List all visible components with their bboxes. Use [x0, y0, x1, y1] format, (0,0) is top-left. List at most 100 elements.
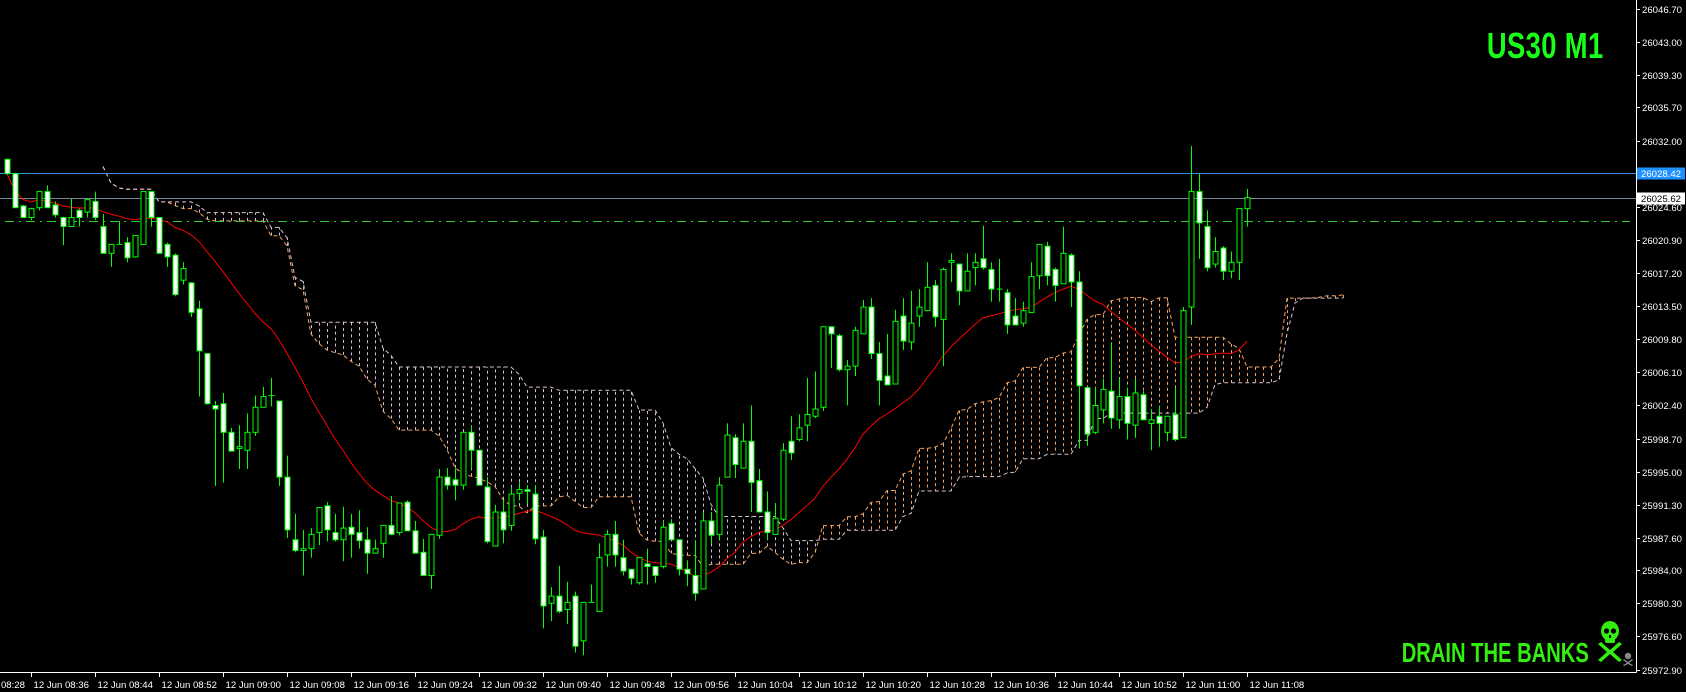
candle-body [964, 270, 971, 292]
candle [868, 298, 875, 359]
candle-body [916, 306, 923, 317]
skull-crossbones-icon [1598, 621, 1633, 666]
candle [316, 507, 323, 546]
candle-body [84, 199, 91, 213]
candle [756, 469, 763, 513]
candle-body [340, 527, 347, 541]
candle-body [596, 557, 603, 612]
candle [1180, 307, 1187, 439]
time-tick-label: 12 Jun 10:36 [994, 680, 1049, 691]
price-tick-label: 26032.00 [1642, 137, 1682, 148]
candle-body [1180, 310, 1187, 439]
candle-body [52, 204, 59, 216]
candle [916, 289, 923, 327]
candle [780, 443, 787, 521]
candle-body [332, 532, 339, 541]
candle-body [364, 539, 371, 554]
price-tick-label: 25976.60 [1642, 632, 1682, 643]
candle-body [620, 557, 627, 572]
candle [1140, 391, 1147, 421]
candle [1060, 226, 1067, 285]
candle-body [532, 493, 539, 540]
candle [324, 502, 331, 542]
time-tick-label: 12 Jun 09:40 [546, 680, 601, 691]
candle [452, 468, 459, 501]
candle [708, 511, 715, 544]
candle [1052, 267, 1059, 302]
candle-body [684, 568, 691, 575]
candle-body [948, 259, 955, 263]
candle-body [860, 306, 867, 335]
time-tick-label: 12 Jun 09:32 [482, 680, 537, 691]
candle-body [1212, 251, 1219, 265]
candle-body [1012, 315, 1019, 326]
candle-body [708, 520, 715, 536]
candle [268, 377, 275, 407]
candle [52, 201, 59, 218]
candle [1004, 289, 1011, 334]
candle-body [428, 533, 435, 577]
candle [220, 392, 227, 483]
candle [588, 584, 595, 603]
price-tick-label: 25995.00 [1642, 468, 1682, 479]
candle [628, 568, 635, 585]
candle-body [692, 575, 699, 594]
candle [772, 503, 779, 535]
candle-body [276, 400, 283, 478]
candle [988, 262, 995, 302]
candle-body [1004, 292, 1011, 326]
candle [636, 557, 643, 585]
candle [980, 225, 987, 270]
candle-body [628, 568, 635, 579]
candle-body [868, 306, 875, 355]
candle [188, 281, 195, 317]
candle [972, 253, 979, 286]
candle-body [828, 326, 835, 335]
candle [1044, 241, 1051, 286]
candle-body [436, 476, 443, 536]
candle-body [500, 511, 507, 531]
candle [604, 529, 611, 567]
candle-body [452, 479, 459, 486]
candle [580, 601, 587, 656]
time-tick-label: 12 Jun 10:20 [866, 680, 921, 691]
candle-body [212, 404, 219, 410]
candle-body [68, 217, 75, 227]
candle-body [524, 489, 531, 492]
candle-body [236, 446, 243, 449]
candle-body [468, 431, 475, 451]
candle-body [140, 191, 147, 245]
candle [1076, 271, 1083, 449]
candle-body [444, 476, 451, 486]
candle [820, 326, 827, 411]
candle-body [1140, 394, 1147, 421]
price-tick-label: 26009.80 [1642, 335, 1682, 346]
candle [396, 502, 403, 536]
candle [1124, 387, 1131, 440]
candle [508, 486, 515, 531]
candle [380, 524, 387, 558]
candle-body [388, 524, 395, 535]
candle [1188, 145, 1195, 325]
candle [348, 513, 355, 558]
candle [796, 414, 803, 442]
candle [844, 359, 851, 406]
price-tick-label: 25998.70 [1642, 435, 1682, 446]
candle-body [412, 530, 419, 554]
candle [484, 477, 491, 544]
candle [892, 309, 899, 385]
candle [100, 213, 107, 254]
candle-body [732, 437, 739, 466]
candle-body [1116, 396, 1123, 421]
candle-body [1020, 310, 1027, 324]
candle-body [780, 449, 787, 520]
candle [1212, 237, 1219, 268]
price-axis[interactable]: 26046.70 26043.00 26039.30 26035.70 26032.00… [1636, 5, 1682, 677]
time-tick-label: 12 Jun 09:08 [290, 680, 345, 691]
price-tick-label: 25987.60 [1642, 534, 1682, 545]
candle [1164, 415, 1171, 442]
time-tick-label: 12 Jun 09:56 [674, 680, 729, 691]
time-axis[interactable]: 12 Jun 08:28 12 Jun 08:36 12 Jun 08:44 12 J… [0, 672, 1304, 691]
candle-body [1156, 415, 1163, 424]
